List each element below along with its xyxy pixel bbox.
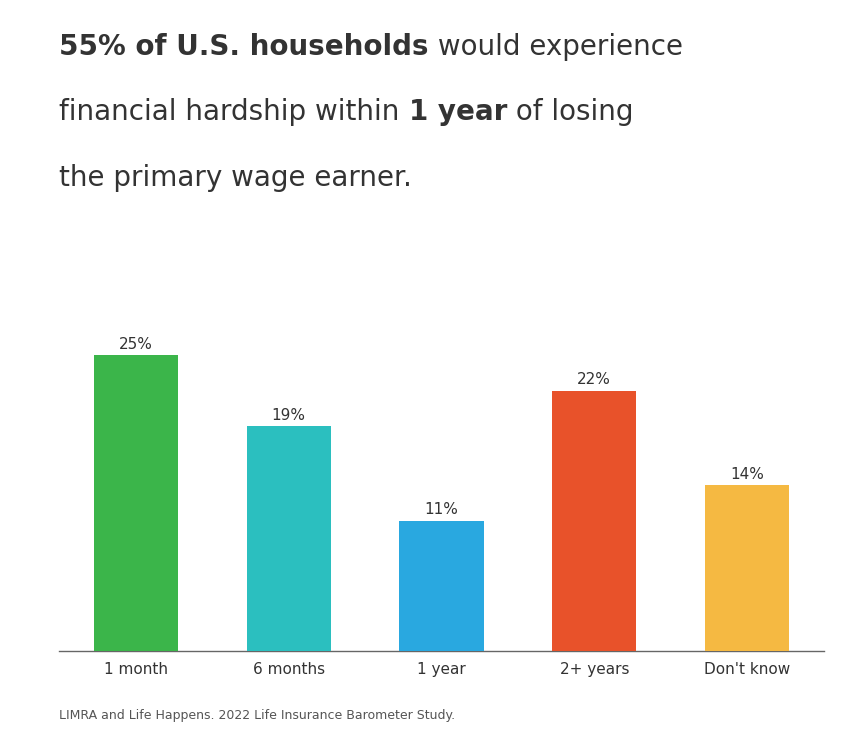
Text: would experience: would experience [429, 33, 683, 61]
Text: 19%: 19% [272, 408, 306, 423]
Text: financial hardship within: financial hardship within [59, 98, 408, 127]
Text: 25%: 25% [119, 337, 153, 351]
Text: 11%: 11% [424, 502, 458, 517]
Text: 22%: 22% [577, 372, 611, 387]
Text: 14%: 14% [730, 467, 764, 482]
Text: 55% of U.S. households: 55% of U.S. households [59, 33, 429, 61]
Text: 1 year: 1 year [408, 98, 507, 127]
Bar [93, 355, 178, 651]
Text: of losing: of losing [507, 98, 633, 127]
Bar [552, 391, 637, 651]
Text: the primary wage earner.: the primary wage earner. [59, 164, 413, 192]
Text: LIMRA and Life Happens. 2022 Life Insurance Barometer Study.: LIMRA and Life Happens. 2022 Life Insura… [59, 708, 456, 722]
Bar [705, 485, 790, 651]
Bar [246, 426, 330, 651]
Bar [400, 521, 484, 651]
